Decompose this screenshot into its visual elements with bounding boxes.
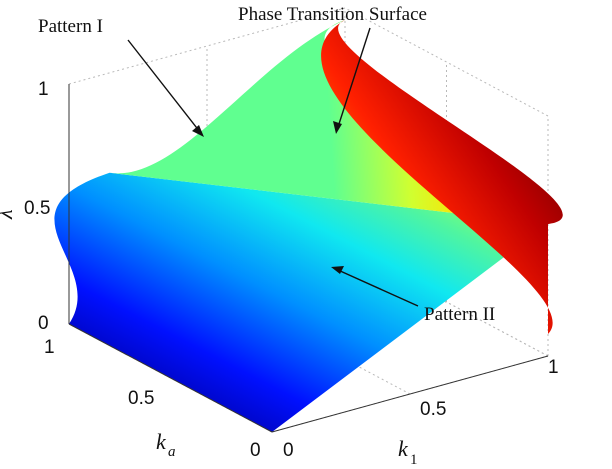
ka-tick-0.5: 0.5 — [128, 388, 154, 409]
z-axis-label: λ — [0, 209, 17, 220]
ka-axis-subscript: a — [168, 444, 176, 460]
k1-axis-subscript: 1 — [410, 452, 418, 468]
arrowhead-pattern-2 — [331, 266, 344, 274]
k1-axis-label: k 1 — [398, 436, 418, 468]
k1-axis-symbol: k — [398, 436, 409, 461]
axis-box-edges — [68, 84, 549, 433]
k1-tick-0: 0 — [283, 440, 294, 461]
arrow-pattern-2 — [337, 269, 419, 307]
annotation-pattern-2: Pattern II — [424, 304, 495, 325]
ka-axis-symbol: k — [156, 429, 167, 454]
grid-line — [344, 7, 549, 117]
surface-under-face — [321, 20, 563, 334]
z-tick-1: 1 — [38, 79, 49, 100]
arrow-phase-surface — [337, 27, 371, 128]
k1-tick-0.5: 0.5 — [420, 399, 446, 420]
k1-axis-line — [271, 355, 549, 433]
surface-left-face — [54, 172, 548, 433]
annotation-pattern-1: Pattern I — [38, 16, 103, 37]
arrowhead-phase-surface — [333, 121, 342, 134]
ka-tick-1: 1 — [44, 337, 55, 358]
ka-axis-line — [68, 323, 273, 433]
arrowhead-pattern-1 — [192, 125, 204, 137]
k1-tick-1: 1 — [548, 357, 559, 378]
z-tick-0.5: 0.5 — [24, 198, 50, 219]
ka-axis-label: k a — [156, 429, 176, 460]
ka-tick-0: 0 — [250, 440, 261, 461]
arrow-pattern-1 — [127, 39, 201, 133]
z-tick-0: 0 — [38, 313, 49, 334]
annotation-phase-transition-surface: Phase Transition Surface — [238, 4, 427, 25]
